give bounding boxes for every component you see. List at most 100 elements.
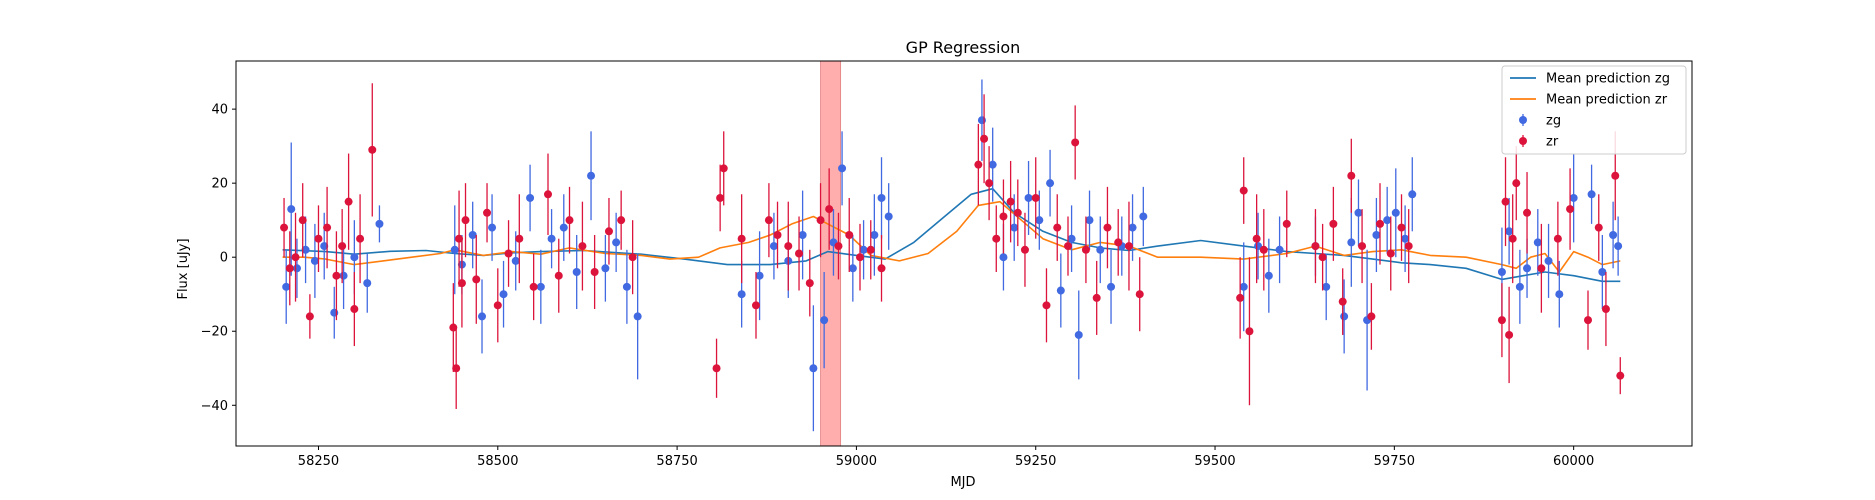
data-point-zg [559,223,568,232]
data-point-zr [344,197,353,206]
data-point-zr [1092,293,1101,302]
data-point-zr [1020,245,1029,254]
data-point-zr [1053,223,1062,232]
data-point-zg [1322,282,1331,291]
data-point-zg [999,253,1008,262]
data-point-zr [1042,301,1051,310]
data-point-zr [974,160,983,169]
data-point-zg [1523,264,1532,273]
data-point-zg [1347,238,1356,247]
data-point-zr [719,164,728,173]
data-point-zg [612,238,621,247]
data-point-zg [1515,282,1524,291]
data-point-zg [769,242,778,251]
data-point-zg [1569,193,1578,202]
data-point-zg [572,268,581,277]
data-point-zr [472,275,481,284]
data-point-zr [1512,179,1521,188]
data-point-zr [1566,205,1575,214]
data-point-zg [838,164,847,173]
data-point-zg [292,264,301,273]
data-point-zr [1347,171,1356,180]
data-point-zg [1107,282,1116,291]
data-point-zg [478,312,487,321]
data-point-zr [332,271,341,280]
data-point-zr [1505,330,1514,339]
data-point-zg [363,279,372,288]
data-point-zr [483,208,492,217]
data-point-zg [809,364,818,373]
x-axis-label: MJD [950,475,975,490]
data-point-zr [323,223,332,232]
data-point-zr [544,190,552,199]
data-point-zr [280,223,289,232]
data-point-zr [457,279,466,288]
data-point-zr [1252,234,1261,243]
data-point-zg [798,230,807,239]
data-point-zr [805,279,814,288]
data-point-zr [834,242,843,251]
y-tick-label: −20 [201,325,228,340]
data-point-zg [1533,238,1542,247]
x-tick-label: 58250 [298,454,339,469]
data-point-zr [1386,249,1395,258]
data-point-zg [310,256,319,265]
data-point-zr [1508,234,1517,243]
y-tick-label: 20 [211,177,228,192]
data-point-zg [1354,208,1363,217]
data-point-zr [1367,312,1376,321]
data-point-zr [604,227,613,236]
data-point-zr [529,282,538,291]
data-point-zr [356,234,365,243]
data-point-zg [1074,330,1083,339]
data-point-zg [1264,271,1273,280]
data-point-zr [1282,219,1291,228]
x-tick-label: 59500 [1194,454,1235,469]
data-point-zr [1114,238,1123,247]
data-point-zg [1391,208,1400,217]
data-point-zr [1601,305,1610,314]
data-point-zg [848,264,857,273]
data-point-zr [1338,297,1347,306]
data-point-zg [1598,268,1607,277]
data-point-zr [1397,223,1406,232]
data-point-zg [488,223,497,232]
data-point-zr [825,205,834,214]
legend-label-mean-prediction-zr: Mean prediction zr [1546,93,1668,108]
data-point-zg [1614,242,1623,251]
data-point-zr [1239,186,1248,195]
y-tick-label: −40 [201,399,228,414]
data-point-zr [1358,242,1367,251]
data-point-zg [287,205,296,214]
data-point-zr [1537,264,1546,273]
data-point-zg [755,271,764,280]
data-point-zr [493,301,502,310]
data-point-zr [449,323,458,332]
data-point-zg [511,256,520,265]
data-point-zg [601,264,610,273]
data-point-zg [375,219,384,228]
data-point-zr [305,312,314,321]
data-point-zr [455,234,464,243]
data-point-zr [764,216,773,225]
data-point-zg [1505,227,1514,236]
data-point-zg [1096,245,1105,254]
data-point-zr [515,234,524,243]
x-tick-label: 59250 [1015,454,1056,469]
data-point-zg [320,242,329,251]
chart-title: GP Regression [906,38,1021,57]
data-point-zg [1128,223,1137,232]
data-point-zr [1081,245,1090,254]
data-point-zg [1010,223,1019,232]
y-axis-label: Flux [uJy] [176,238,191,299]
data-point-zg [450,245,459,254]
data-point-zr [716,193,725,202]
data-point-zg [622,282,631,291]
x-tick-label: 59750 [1374,454,1415,469]
legend-box [1501,65,1687,155]
data-point-zr [1013,208,1022,217]
data-point-zg [536,282,545,291]
data-point-zg [1035,216,1044,225]
data-point-zg [633,312,642,321]
